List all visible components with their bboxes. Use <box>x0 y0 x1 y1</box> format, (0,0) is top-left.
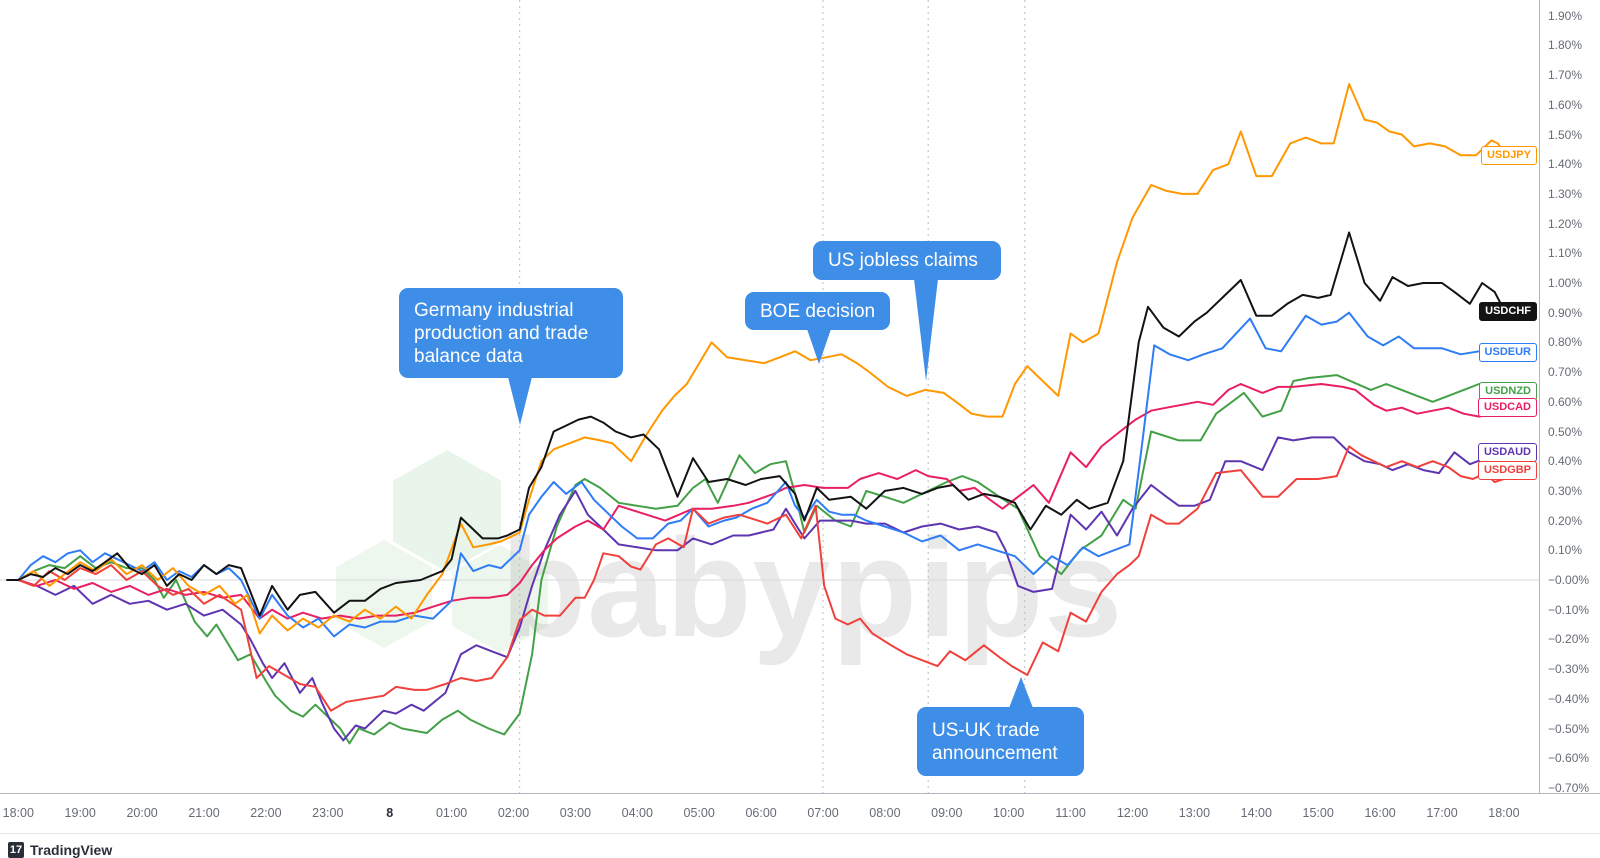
price-label-usdeur: USDEUR <box>1478 343 1537 362</box>
callout-us-uk-trade[interactable]: US-UK trade announcement <box>917 707 1084 776</box>
time-tick-label: 12:00 <box>1116 806 1149 820</box>
time-tick-label: 02:00 <box>497 806 530 820</box>
tradingview-label: TradingView <box>30 842 113 858</box>
babypips-watermark: babypips <box>500 509 1124 666</box>
callout-pointer-icon <box>508 377 532 425</box>
price-tick-label: 1.00% <box>1548 276 1583 290</box>
plot-area[interactable]: babypips USDNZD USDAUD USDCAD USDEUR USDGBP U… <box>0 0 1539 793</box>
tradingview-glyph-icon: 17 <box>8 842 24 858</box>
price-tick-label: −0.40% <box>1548 691 1590 706</box>
series-line-usdgbp[interactable] <box>6 445 1505 712</box>
time-tick-label: 21:00 <box>188 806 220 820</box>
callout-pointer-icon <box>1009 677 1033 708</box>
price-tick-label: 0.40% <box>1548 454 1583 469</box>
callout-pointer-icon <box>914 279 938 381</box>
price-label-usdjpy: USDJPY <box>1480 146 1537 165</box>
price-tick-label: 0.50% <box>1548 424 1583 439</box>
price-label-usdaud: USDAUD <box>1477 443 1537 462</box>
callout-us-jobless-claims[interactable]: US jobless claims <box>813 241 1001 280</box>
divider-line <box>0 833 1600 834</box>
callout-text: production and trade <box>414 322 589 344</box>
price-tick-label: −0.20% <box>1548 632 1590 647</box>
price-tick-label: 1.30% <box>1548 186 1583 201</box>
callout-boe-decision[interactable]: BOE decision <box>745 292 890 330</box>
babypips-cube-icon <box>336 540 432 648</box>
time-axis[interactable]: 18:00 19:00 20:00 21:00 22:00 23:00 8 01:00 02:0… <box>0 793 1600 834</box>
time-tick-label: 15:00 <box>1302 806 1334 820</box>
price-tick-label: 1.70% <box>1548 68 1583 83</box>
series-line-usdnzd[interactable] <box>6 374 1505 745</box>
price-tick-label: −0.30% <box>1548 662 1590 677</box>
callout-text: balance data <box>414 345 523 367</box>
price-tick-label: 1.50% <box>1548 127 1583 142</box>
price-performance-chart[interactable] <box>0 0 1539 793</box>
price-tick-label: 1.60% <box>1548 97 1583 112</box>
callout-text: US-UK trade <box>932 719 1040 741</box>
price-tick-label: 1.40% <box>1548 157 1583 172</box>
time-tick-label: 17:00 <box>1426 806 1458 820</box>
callout-pointer-icon <box>807 329 831 364</box>
callout-text: announcement <box>932 742 1058 764</box>
price-label-usdchf: USDCHF <box>1479 302 1537 321</box>
time-tick-label: 22:00 <box>250 806 282 820</box>
time-tick-label: 01:00 <box>435 806 468 820</box>
time-tick-label: 18:00 <box>1488 806 1520 820</box>
price-tick-label: −0.50% <box>1548 721 1590 736</box>
price-tick-label: 0.70% <box>1548 365 1583 380</box>
time-tick-label: 11:00 <box>1055 806 1086 820</box>
time-tick-label: 8 <box>386 806 394 820</box>
price-tick-label: −0.60% <box>1548 751 1590 766</box>
tradingview-logo[interactable]: 17 TradingView <box>8 842 112 858</box>
time-tick-label: 16:00 <box>1364 806 1396 820</box>
price-tick-label: 0.60% <box>1548 394 1583 409</box>
time-tick-label: 07:00 <box>807 806 839 820</box>
time-tick-label: 09:00 <box>931 806 963 820</box>
time-tick-label: 18:00 <box>2 806 34 820</box>
price-tick-label: −0.00% <box>1548 573 1590 587</box>
callout-text: BOE decision <box>760 300 876 322</box>
callout-germany-data[interactable]: Germany industrial production and trade ba… <box>399 288 623 378</box>
time-tick-label: 10:00 <box>993 806 1025 820</box>
price-axis[interactable]: 1.90% 1.80% 1.70% 1.60% 1.50% 1.40% 1.30% 1.20%… <box>1539 0 1600 795</box>
time-tick-label: 05:00 <box>683 806 715 820</box>
price-tick-label: 1.10% <box>1548 246 1583 261</box>
series-line-usdcad[interactable] <box>6 383 1505 620</box>
time-tick-label: 04:00 <box>621 806 653 820</box>
callout-text: US jobless claims <box>828 250 978 271</box>
time-tick-label: 14:00 <box>1240 806 1272 820</box>
price-tick-label: 0.10% <box>1548 543 1583 558</box>
series-line-usdjpy[interactable] <box>6 83 1505 635</box>
time-tick-label: 13:00 <box>1178 806 1211 820</box>
time-tick-label: 20:00 <box>126 806 158 820</box>
price-label-usdgbp: USDGBP <box>1477 461 1537 480</box>
time-tick-label: 23:00 <box>312 806 344 820</box>
price-tick-label: 1.20% <box>1548 216 1583 231</box>
price-tick-label: −0.10% <box>1548 602 1590 617</box>
time-tick-label: 03:00 <box>559 806 592 820</box>
time-tick-label: 08:00 <box>869 806 901 820</box>
time-tick-label: 06:00 <box>745 806 777 820</box>
callout-text: Germany industrial <box>414 299 574 321</box>
price-tick-label: 0.90% <box>1548 305 1583 320</box>
price-tick-label: 0.20% <box>1548 513 1583 528</box>
price-tick-label: 0.80% <box>1548 335 1583 350</box>
price-tick-label: 0.30% <box>1548 483 1583 498</box>
series-line-usdchf[interactable] <box>6 231 1505 617</box>
series-line-usdaud[interactable] <box>6 436 1505 742</box>
price-tick-label: −0.70% <box>1548 780 1590 795</box>
price-label-usdcad: USDCAD <box>1477 398 1537 417</box>
price-tick-label: 1.80% <box>1548 38 1583 53</box>
price-tick-label: 1.90% <box>1548 8 1583 23</box>
time-tick-label: 19:00 <box>64 806 96 820</box>
